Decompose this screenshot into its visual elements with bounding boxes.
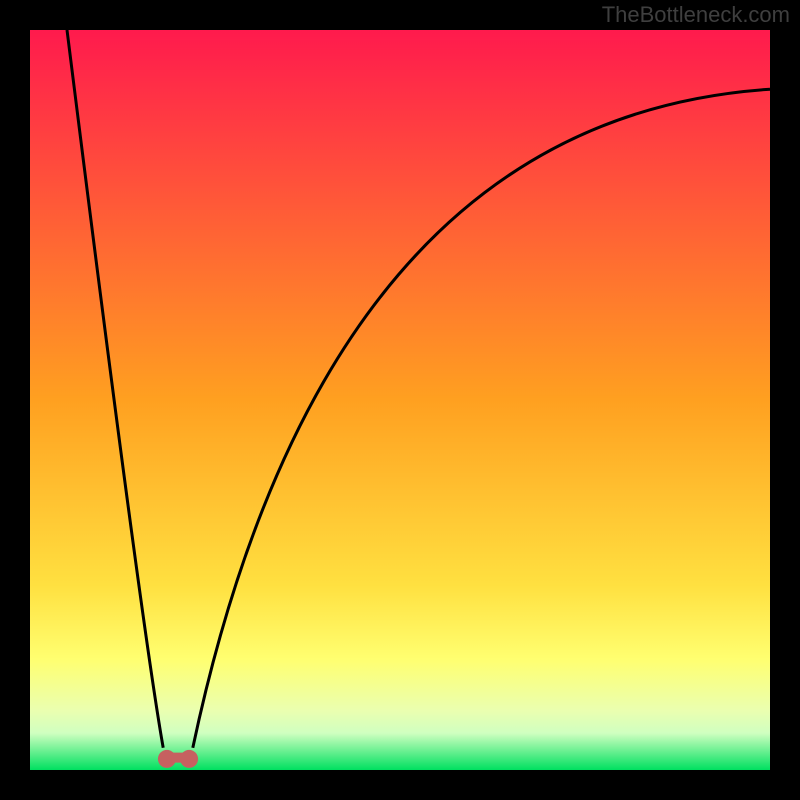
chart-frame: TheBottleneck.com <box>0 0 800 800</box>
watermark-text: TheBottleneck.com <box>602 2 790 28</box>
plot-background-gradient <box>30 30 770 770</box>
